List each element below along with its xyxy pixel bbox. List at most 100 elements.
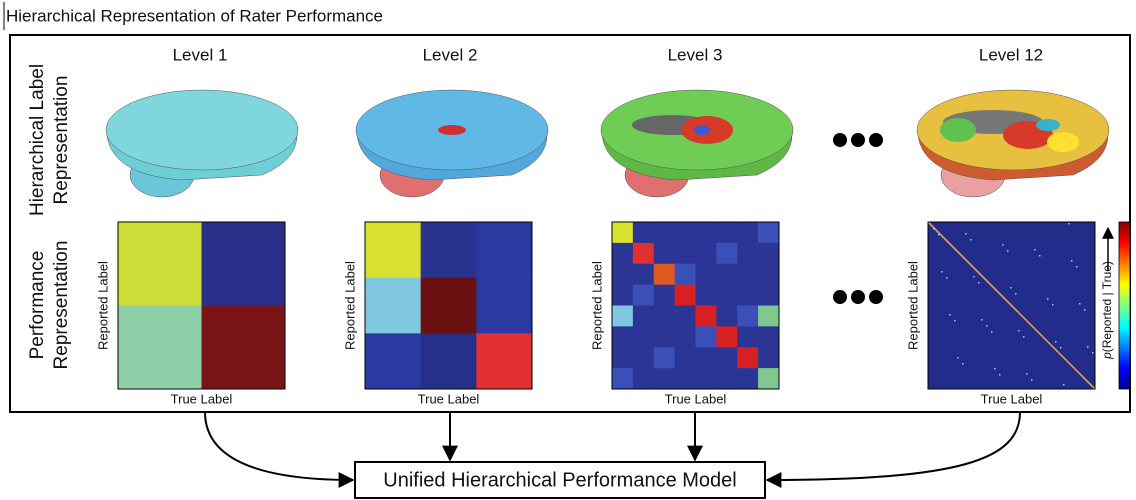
matrix-speck [1007,250,1009,252]
matrix-cell [654,243,675,264]
ellipsis-dot [833,290,847,304]
x-axis-label: True Label [665,391,727,406]
level-label: Level 2 [423,45,478,64]
matrix-cell [633,285,654,306]
row-label: Representation [51,241,72,370]
matrix-cell [654,368,675,389]
matrix-cell [716,306,737,327]
matrix-speck [1023,336,1025,338]
matrix-speck [965,233,967,235]
matrix-cell [654,264,675,285]
figure-title: Hierarchical Representation of Rater Per… [6,6,383,25]
matrix-cell [421,222,477,278]
matrix-cell [758,368,779,389]
matrix-cell [675,368,696,389]
matrix-cell [758,347,779,368]
matrix-cell [118,306,202,390]
matrix-cell [737,285,758,306]
matrix-cell [716,285,737,306]
row-label: Performance [27,251,48,360]
matrix-cell [737,243,758,264]
matrix-speck [1018,330,1020,332]
matrix-cell [675,285,696,306]
matrix-speck [1034,249,1036,251]
matrix-speck [938,234,940,236]
matrix-cell [716,368,737,389]
matrix-speck [1052,304,1054,306]
x-axis-label: True Label [418,391,480,406]
matrix-cell [737,368,758,389]
row-label: Representation [51,76,72,205]
matrix-cell [758,243,779,264]
matrix-cell [633,306,654,327]
matrix-speck [1071,260,1073,262]
matrix-speck [1055,341,1057,343]
matrix-cell [696,368,717,389]
ellipsis-dot [869,133,883,147]
ellipsis-dot [851,290,865,304]
matrix-cell [118,222,202,306]
matrix-cell [737,222,758,243]
level-label: Level 12 [979,45,1043,64]
matrix-speck [1084,309,1086,311]
matrix-speck [999,374,1001,376]
model-label: Unified Hierarchical Performance Model [383,469,736,491]
y-axis-label: Reported Label [342,261,357,350]
matrix-cell [633,222,654,243]
matrix-speck [1031,379,1033,381]
matrix-cell [716,264,737,285]
matrix-speck [994,368,996,370]
matrix-cell [365,278,421,334]
matrix-cell [696,243,717,264]
matrix-cell [737,326,758,347]
matrix-cell [612,347,633,368]
x-axis-label: True Label [981,391,1043,406]
matrix-cell [758,326,779,347]
matrix-cell [696,326,717,347]
matrix-cell [365,333,421,389]
matrix-cell [696,264,717,285]
brain-region [694,125,710,135]
matrix-speck [954,320,956,322]
matrix-cell [612,264,633,285]
colorbar-label: p(Reported | True) [1100,261,1114,360]
brain-region [940,118,976,142]
matrix-cell [612,243,633,264]
matrix-cell [716,243,737,264]
matrix-speck [986,325,988,327]
level-label: Level 3 [668,45,723,64]
matrix-cell [758,285,779,306]
matrix-cell [675,243,696,264]
x-axis-label: True Label [171,391,233,406]
matrix-speck [957,357,959,359]
ellipsis-dot [869,290,883,304]
brain-region [438,125,466,135]
ellipsis-dot [833,133,847,147]
matrix-cell [675,264,696,285]
matrix-cell [696,222,717,243]
matrix-speck [1026,373,1028,375]
matrix-cell [476,333,532,389]
matrix-speck [962,363,964,365]
matrix-cell [737,264,758,285]
matrix-speck [1076,266,1078,268]
matrix-cell [675,306,696,327]
colorbar-text: (Reported | True) [1100,261,1114,352]
matrix-speck [949,314,951,316]
matrix-cell [612,326,633,347]
matrix-speck [1039,255,1041,257]
level-label: Level 1 [173,45,228,64]
figure: Hierarchical Representation of Rater Per… [0,0,1136,500]
matrix-speck [1092,352,1094,354]
arrow [767,412,1020,480]
brain-region [1047,132,1079,152]
y-axis-label: Reported Label [95,261,110,350]
matrix-cell [202,306,286,390]
matrix-cell [654,285,675,306]
matrix-speck [991,331,993,333]
matrix-cell [716,222,737,243]
brain-region [1036,119,1060,131]
matrix-cell [696,347,717,368]
matrix-speck [1068,223,1070,225]
